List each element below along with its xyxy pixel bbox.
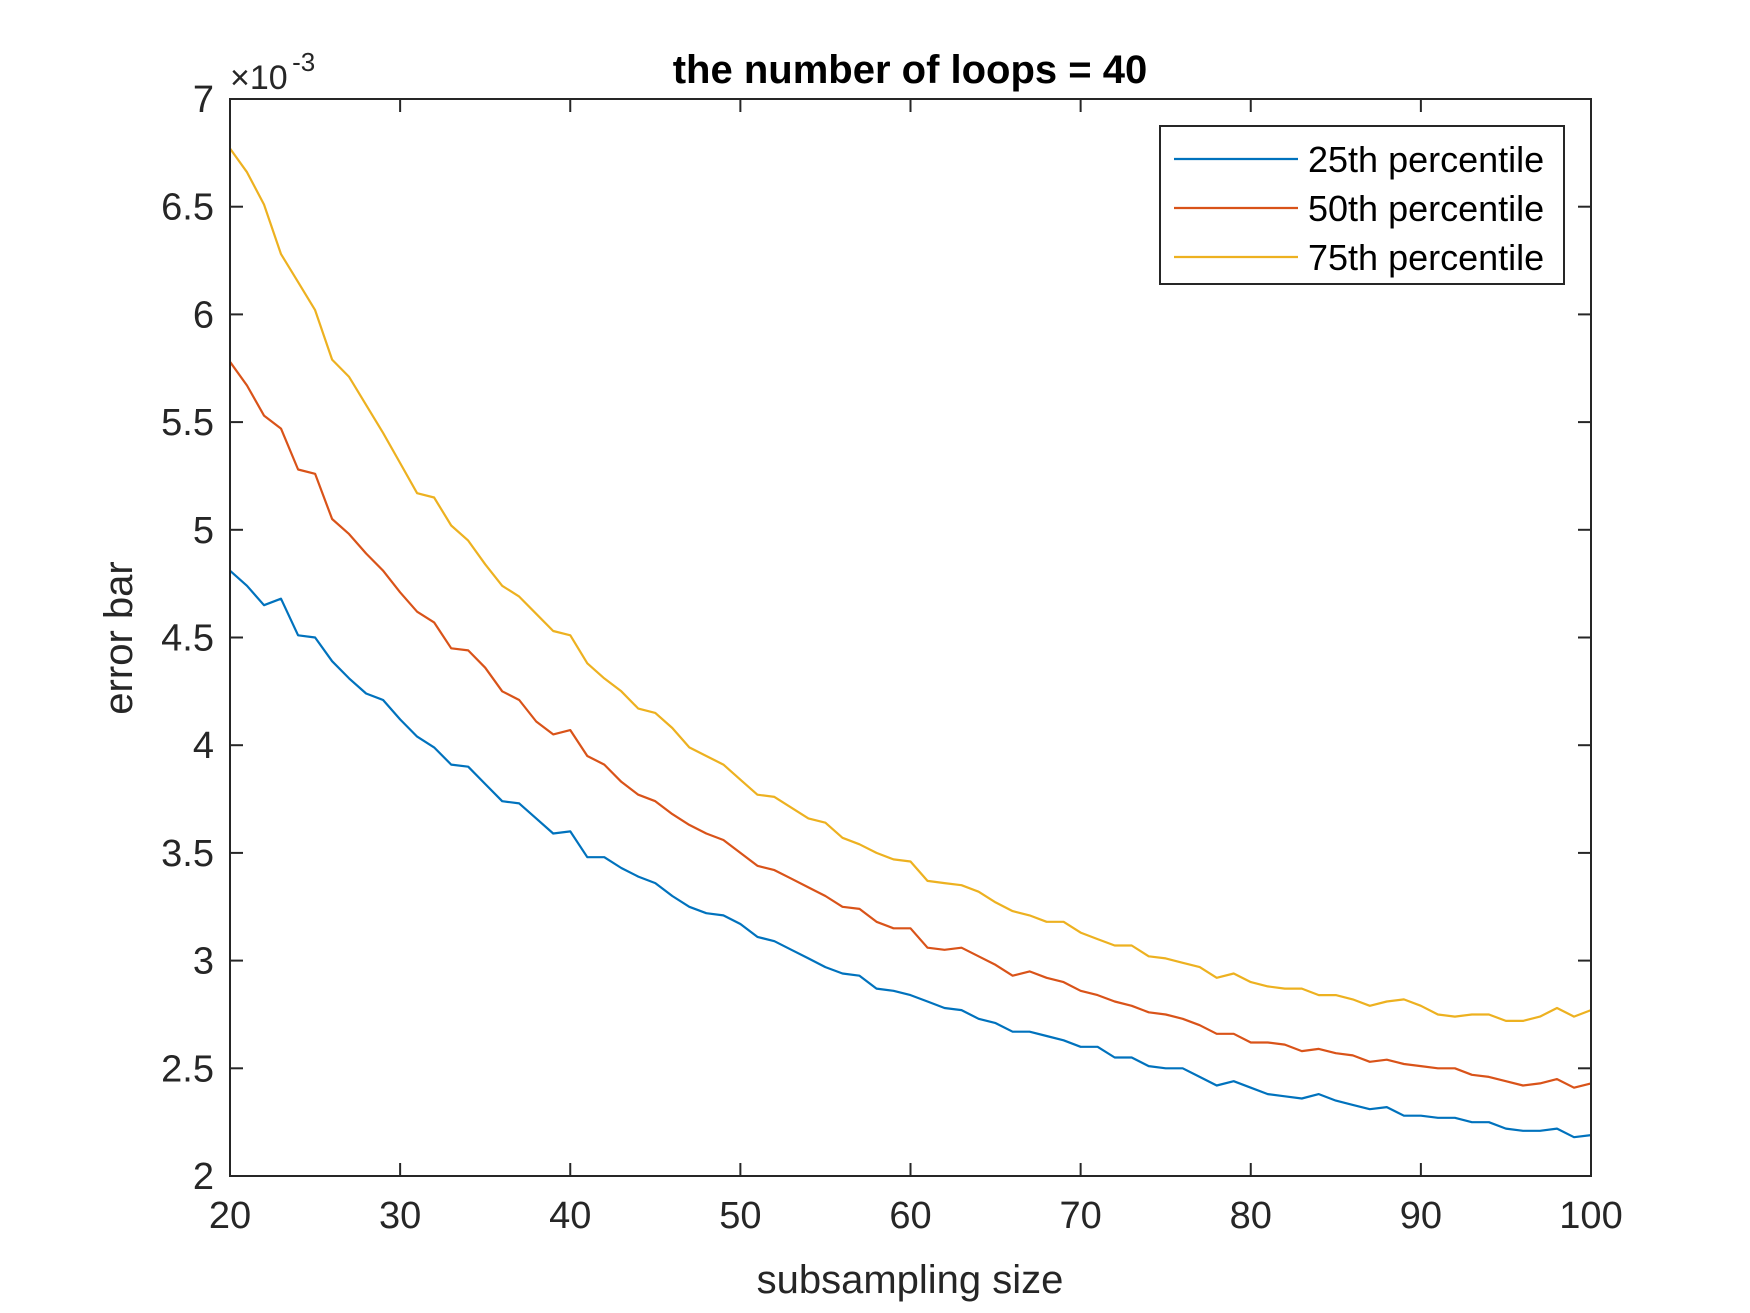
x-tick-label: 50	[719, 1195, 761, 1237]
y-tick-label: 4	[193, 725, 214, 767]
y-tick-label: 2.5	[161, 1048, 214, 1090]
y-axis-label: error bar	[97, 561, 141, 714]
y-tick-label: 7	[193, 79, 214, 121]
x-tick-label: 30	[379, 1195, 421, 1237]
x-tick-label: 90	[1400, 1195, 1442, 1237]
y-tick-label: 5.5	[161, 402, 214, 444]
y-tick-label: 2	[193, 1156, 214, 1198]
legend-entries: 25th percentile 50th percentile 75th perce…	[1174, 139, 1544, 278]
x-tick-label: 100	[1559, 1195, 1622, 1237]
y-multiplier-exponent: -3	[292, 47, 315, 77]
x-tick-label: 40	[549, 1195, 591, 1237]
x-tick-label: 60	[889, 1195, 931, 1237]
series-line-1	[229, 569, 1592, 1139]
x-axis-ticks: 20 30 40 50 60 70 80 90 100	[209, 99, 1623, 1237]
y-tick-label: 6.5	[161, 187, 214, 229]
y-tick-label: 6	[193, 294, 214, 336]
x-tick-label: 80	[1230, 1195, 1272, 1237]
y-multiplier-base: ×10	[230, 59, 288, 97]
chart-title: the number of loops = 40	[673, 48, 1148, 92]
legend-label-2: 50th percentile	[1308, 188, 1544, 229]
legend: 25th percentile 50th percentile 75th perce…	[1159, 125, 1565, 285]
y-axis-ticks: 2 2.5 3 3.5 4 4.5 5 5.5 6 6.5 7	[161, 79, 1591, 1198]
x-tick-label: 20	[209, 1195, 251, 1237]
legend-label-3: 75th percentile	[1308, 237, 1544, 278]
y-axis-multiplier: ×10 -3	[230, 47, 315, 97]
y-tick-label: 3	[193, 941, 214, 983]
series-layer	[229, 147, 1592, 1139]
y-tick-label: 3.5	[161, 833, 214, 875]
series-line-2	[229, 361, 1592, 1089]
y-tick-label: 5	[193, 510, 214, 552]
x-axis-label: subsampling size	[757, 1258, 1064, 1302]
legend-label-1: 25th percentile	[1308, 139, 1544, 180]
y-tick-label: 4.5	[161, 618, 214, 660]
series-line-3	[229, 147, 1592, 1023]
x-tick-label: 70	[1059, 1195, 1101, 1237]
